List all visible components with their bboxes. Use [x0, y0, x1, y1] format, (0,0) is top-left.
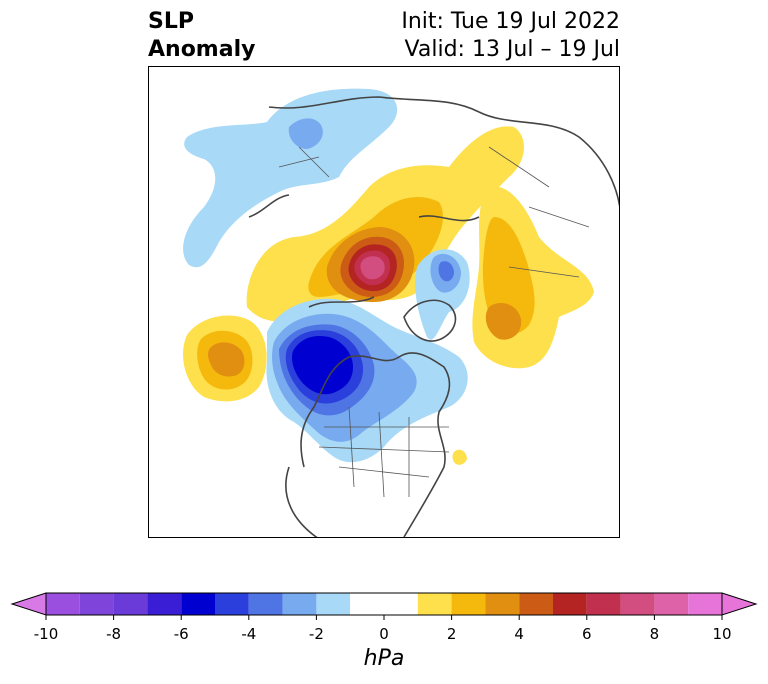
- colorbar-bin: [46, 593, 80, 615]
- date-info: Init: Tue 19 Jul 2022 Valid: 13 Jul – 19…: [401, 8, 620, 64]
- title-line1: SLP: [148, 9, 194, 34]
- colorbar-tick-label: -8: [106, 625, 122, 643]
- colorbar-tick-label: -10: [33, 625, 59, 643]
- colorbar-bin: [316, 593, 351, 615]
- valid-range: Valid: 13 Jul – 19 Jul: [404, 37, 620, 62]
- colorbar-bin: [282, 593, 317, 615]
- colorbar-bin: [215, 593, 249, 615]
- anomaly-map: [183, 88, 619, 537]
- colorbar-bins: [45, 592, 723, 616]
- colorbar-bin: [688, 593, 722, 615]
- colorbar-tick-label: 10: [712, 625, 732, 643]
- colorbar-tick-label: 4: [514, 625, 524, 643]
- colorbar-tick-label: 0: [379, 625, 389, 643]
- colorbar-bin: [519, 593, 553, 615]
- map-panel: [148, 66, 620, 538]
- colorbar-extend-high: [721, 592, 758, 616]
- coastlines: [248, 96, 619, 537]
- colorbar-units: hPa: [363, 646, 405, 671]
- anomaly-contour-pos1-atlantic: [452, 449, 467, 465]
- colorbar-bin: [147, 593, 182, 615]
- anomaly-contour-neg3-arctic: [438, 261, 454, 282]
- colorbar-tick-label: 6: [582, 625, 592, 643]
- map-title: SLP Anomaly: [148, 8, 255, 64]
- colorbar-bin: [586, 593, 621, 615]
- anomaly-contour-pos3-pacific: [208, 342, 245, 377]
- colorbar: [10, 592, 758, 620]
- colorbar-bin: [248, 593, 283, 615]
- colorbar-tick-label: 8: [649, 625, 660, 643]
- colorbar-tick-label: 2: [446, 625, 457, 643]
- colorbar-bin: [654, 593, 689, 615]
- colorbar-bin: [485, 593, 520, 615]
- colorbar-ticks: [45, 615, 723, 620]
- colorbar-bin: [79, 593, 114, 615]
- colorbar-tick-label: -4: [241, 625, 257, 643]
- anomaly-contour-neg5-na: [291, 335, 353, 395]
- colorbar-bin: [181, 593, 215, 615]
- colorbar-bin: [113, 593, 148, 615]
- colorbar-bin: [350, 593, 418, 615]
- anomaly-contour-neg2-europe: [288, 118, 323, 149]
- colorbar-bin: [451, 593, 486, 615]
- country-borders: [278, 146, 590, 498]
- init-date: Init: Tue 19 Jul 2022: [401, 9, 620, 34]
- colorbar-bin: [417, 593, 452, 615]
- colorbar-extend-low: [10, 592, 47, 616]
- anomaly-contour-neg1-atlantic: [183, 88, 398, 268]
- colorbar-bin: [620, 593, 655, 615]
- colorbar-tick-label: -2: [308, 625, 324, 643]
- colorbar-tick-label: -6: [173, 625, 189, 643]
- title-line2: Anomaly: [148, 37, 256, 62]
- colorbar-bin: [553, 593, 587, 615]
- anomaly-contour-pos3-siberia: [485, 303, 522, 340]
- anomaly-contour-pos7: [360, 256, 385, 280]
